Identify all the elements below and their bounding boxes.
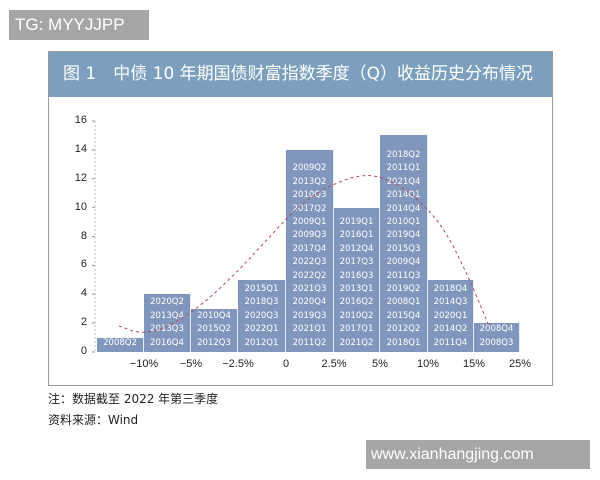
bar-quarter-label: 2014Q2 <box>433 324 468 335</box>
bar-quarter-label: 2014Q4 <box>386 203 421 214</box>
histogram-bar: 2008Q4 2008Q3 <box>474 323 520 352</box>
bar-quarter-label: 2022Q3 <box>292 257 327 268</box>
bar-quarter-label: 2022Q2 <box>292 270 327 281</box>
bar-quarter-label: 2019Q1 <box>339 216 374 227</box>
bar-quarter-label: 2012Q3 <box>197 337 231 348</box>
bar-quarter-label: 2019Q3 <box>292 310 327 321</box>
bar-quarter-label: 2010Q3 <box>292 190 327 201</box>
bar-quarter-label: 2018Q4 <box>433 283 468 294</box>
bar-quarter-label: 2020Q4 <box>292 297 327 308</box>
bar-quarter-label: 2015Q2 <box>197 324 231 335</box>
bar-quarter-label: 2018Q1 <box>386 337 421 348</box>
y-tick-label: 14 <box>74 142 87 155</box>
bar-quarter-label: 2020Q2 <box>150 297 184 308</box>
bar-quarter-label: 2021Q1 <box>292 324 327 335</box>
bar-quarter-label: 2011Q1 <box>386 163 421 174</box>
bar-quarter-label: 2017Q1 <box>339 324 374 335</box>
bar-quarter-label: 2012Q1 <box>244 337 279 348</box>
bar-quarter-label: 2010Q1 <box>386 216 421 227</box>
bar-quarter-label: 2009Q1 <box>292 216 327 227</box>
bar-quarter-label: 2018Q2 <box>386 149 421 160</box>
histogram-bar: 2008Q2 <box>97 337 144 352</box>
chart-title: 图 1 中债 10 年期国债财富指数季度（Q）收益历史分布情况 <box>49 52 552 97</box>
histogram-bar: 2018Q4 2014Q3 2020Q1 2014Q2 2011Q4 <box>428 279 474 352</box>
bar-quarter-label: 2016Q4 <box>150 337 184 348</box>
histogram-bar: 2009Q2 2013Q2 2010Q3 2017Q2 2009Q1 2009Q3 2017… <box>286 149 334 352</box>
histogram-bar: 2018Q2 2011Q1 2021Q4 2014Q1 2014Q4 2010Q1 2019… <box>380 135 428 352</box>
histogram-bar: 2015Q1 2018Q3 2020Q3 2022Q1 2012Q1 <box>238 279 286 352</box>
bar-quarter-label: 2021Q4 <box>386 176 421 187</box>
source-note: 资料来源：Wind <box>48 413 139 427</box>
bar-quarter-label: 2016Q3 <box>339 270 374 281</box>
bar-quarter-label: 2009Q4 <box>386 257 421 268</box>
y-tick-label: 2 <box>80 316 87 329</box>
x-tick-label: 25% <box>508 358 532 370</box>
x-tick-label: −2.5% <box>222 358 254 370</box>
bar-quarter-label: 2010Q2 <box>339 310 374 321</box>
x-tick-label: 0 <box>282 358 290 370</box>
bar-quarter-label: 2015Q1 <box>244 283 279 294</box>
bar-quarter-label: 2017Q4 <box>292 243 327 254</box>
y-tick-label: 12 <box>74 171 87 184</box>
bar-quarter-label: 2008Q2 <box>103 337 137 348</box>
bar-quarter-label: 2017Q2 <box>292 203 327 214</box>
bar-quarter-label: 2009Q2 <box>292 163 327 174</box>
footnote: 注：数据截至 2022 年第三季度 <box>48 392 219 406</box>
watermark-bottom: www.xianhangjing.com <box>366 440 590 469</box>
x-tick-label: −10% <box>129 358 159 370</box>
bar-quarter-label: 2014Q1 <box>386 190 421 201</box>
y-tick-label: 16 <box>74 114 87 126</box>
bar-quarter-label: 2015Q4 <box>386 310 421 321</box>
bar-quarter-label: 2020Q3 <box>244 310 279 321</box>
bar-quarter-label: 2012Q2 <box>386 324 421 335</box>
bar-quarter-label: 2021Q2 <box>339 337 374 348</box>
y-tick-label: 6 <box>80 258 87 271</box>
bar-quarter-label: 2008Q3 <box>479 337 514 348</box>
bar-quarter-label: 2016Q2 <box>339 297 374 308</box>
bar-quarter-label: 2013Q4 <box>150 310 184 321</box>
y-tick-label: 8 <box>80 229 87 242</box>
bar-quarter-label: 2013Q1 <box>339 283 374 294</box>
x-tick-label: 10% <box>416 358 440 370</box>
bar-quarter-label: 2011Q4 <box>433 337 468 348</box>
watermark-top: TG: MYYJJPP <box>9 10 149 40</box>
y-tick-label: 4 <box>80 287 87 300</box>
bar-quarter-label: 2020Q1 <box>433 310 468 321</box>
bar-quarter-label: 2012Q4 <box>339 243 374 254</box>
bar-quarter-label: 2019Q2 <box>386 283 421 294</box>
bar-quarter-label: 2013Q2 <box>292 176 327 187</box>
bar-quarter-label: 2013Q3 <box>150 324 184 335</box>
y-tick-label: 0 <box>80 345 87 357</box>
bar-quarter-label: 2022Q1 <box>244 324 279 335</box>
histogram-bar: 2020Q2 2013Q4 2013Q3 2016Q4 <box>144 294 191 352</box>
bar-quarter-label: 2015Q3 <box>386 243 421 254</box>
histogram-bar: 2019Q1 2016Q1 2012Q4 2017Q3 2016Q3 2013Q1 2016… <box>334 207 380 352</box>
x-tick-label: 15% <box>462 358 486 370</box>
chart-frame: 图 1 中债 10 年期国债财富指数季度（Q）收益历史分布情况 0 2 4 6 8 10 1… <box>48 51 553 386</box>
x-tick-label: 5% <box>372 358 388 370</box>
histogram-bar: 2010Q4 2015Q2 2012Q3 <box>191 308 238 352</box>
bar-quarter-label: 2016Q1 <box>339 230 374 241</box>
x-tick-label: −5% <box>179 358 203 370</box>
bar-quarter-label: 2011Q3 <box>386 270 421 281</box>
bar-quarter-label: 2009Q3 <box>292 230 327 241</box>
bar-quarter-label: 2021Q3 <box>292 283 327 294</box>
y-tick-label: 10 <box>74 200 87 213</box>
bar-quarter-label: 2008Q1 <box>386 297 421 308</box>
bar-quarter-label: 2017Q3 <box>339 257 374 268</box>
bar-quarter-label: 2018Q3 <box>244 297 279 308</box>
bar-quarter-label: 2011Q2 <box>292 337 327 348</box>
bar-quarter-label: 2014Q3 <box>433 297 468 308</box>
bar-quarter-label: 2010Q4 <box>197 310 231 321</box>
bar-quarter-label: 2019Q4 <box>386 230 421 241</box>
x-tick-label: 2.5% <box>321 358 347 370</box>
bar-quarter-label: 2008Q4 <box>479 324 514 335</box>
